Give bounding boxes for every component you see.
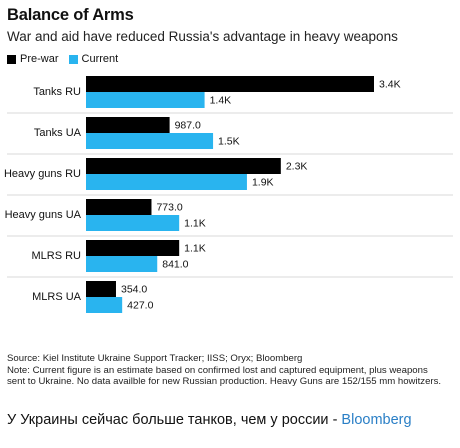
bar-pre-war-mlrs-ua [86,281,116,297]
legend-label-prewar: Pre-war [20,53,59,65]
category-label-mlrs-ru: MLRS RU [31,250,81,262]
value-label-pre-war-tanks-ru: 3.4K [379,79,401,91]
value-label-current-heavy-guns-ua: 1.1K [184,218,206,230]
note-line-1: Note: Current figure is an estimate base… [7,364,428,376]
category-label-tanks-ru: Tanks RU [33,86,81,98]
value-label-pre-war-mlrs-ua: 354.0 [121,284,147,296]
value-label-current-mlrs-ua: 427.0 [127,300,153,312]
bar-current-tanks-ua [86,133,214,149]
value-label-current-tanks-ru: 1.4K [210,95,232,107]
bar-current-heavy-guns-ru [86,174,247,190]
value-label-current-tanks-ua: 1.5K [218,136,240,148]
legend-item-current: Current [68,53,119,65]
chart-title: Balance of Arms [7,6,134,24]
source-line: Source: Kiel Institute Ukraine Support T… [7,353,303,364]
value-label-current-heavy-guns-ru: 1.9K [252,177,274,189]
caption-text: У Украины сейчас больше танков, чем у ро… [7,412,342,428]
category-label-heavy-guns-ua: Heavy guns UA [5,209,82,221]
value-label-pre-war-heavy-guns-ru: 2.3K [286,161,308,173]
bar-pre-war-heavy-guns-ua [86,199,152,215]
caption: У Украины сейчас больше танков, чем у ро… [7,412,412,428]
bar-current-mlrs-ru [86,256,158,272]
bar-chart: Tanks RU 3.4K 1.4K Tanks UA 987.0 1.5K Heavy g… [4,76,453,313]
value-label-pre-war-heavy-guns-ua: 773.0 [156,202,182,214]
bar-pre-war-tanks-ua [86,117,170,133]
note-line-2: sent to Ukraine. No data availble for ne… [7,376,442,387]
category-label-mlrs-ua: MLRS UA [32,291,82,303]
legend-label-current: Current [81,53,119,65]
value-label-pre-war-tanks-ua: 987.0 [175,120,201,132]
bar-pre-war-mlrs-ru [86,240,180,256]
chart-subtitle: War and aid have reduced Russia's advant… [7,29,398,44]
legend: Pre-war Current [7,53,128,65]
value-label-pre-war-mlrs-ru: 1.1K [184,243,206,255]
source-note: Source: Kiel Institute Ukraine Support T… [7,353,457,388]
category-label-heavy-guns-ru: Heavy guns RU [4,168,81,180]
bar-current-tanks-ru [86,92,205,108]
chart-card: Balance of Arms War and aid have reduced… [3,6,457,388]
bloomberg-link[interactable]: Bloomberg [341,412,412,428]
legend-swatch-prewar [7,54,16,64]
category-label-tanks-ua: Tanks UA [34,127,82,139]
bar-pre-war-tanks-ru [86,76,374,92]
bar-current-mlrs-ua [86,297,123,313]
value-label-current-mlrs-ru: 841.0 [162,259,188,271]
legend-swatch-current [68,54,78,64]
bar-pre-war-heavy-guns-ru [86,158,281,174]
bar-current-heavy-guns-ua [86,215,180,231]
legend-item-prewar: Pre-war [7,53,59,65]
